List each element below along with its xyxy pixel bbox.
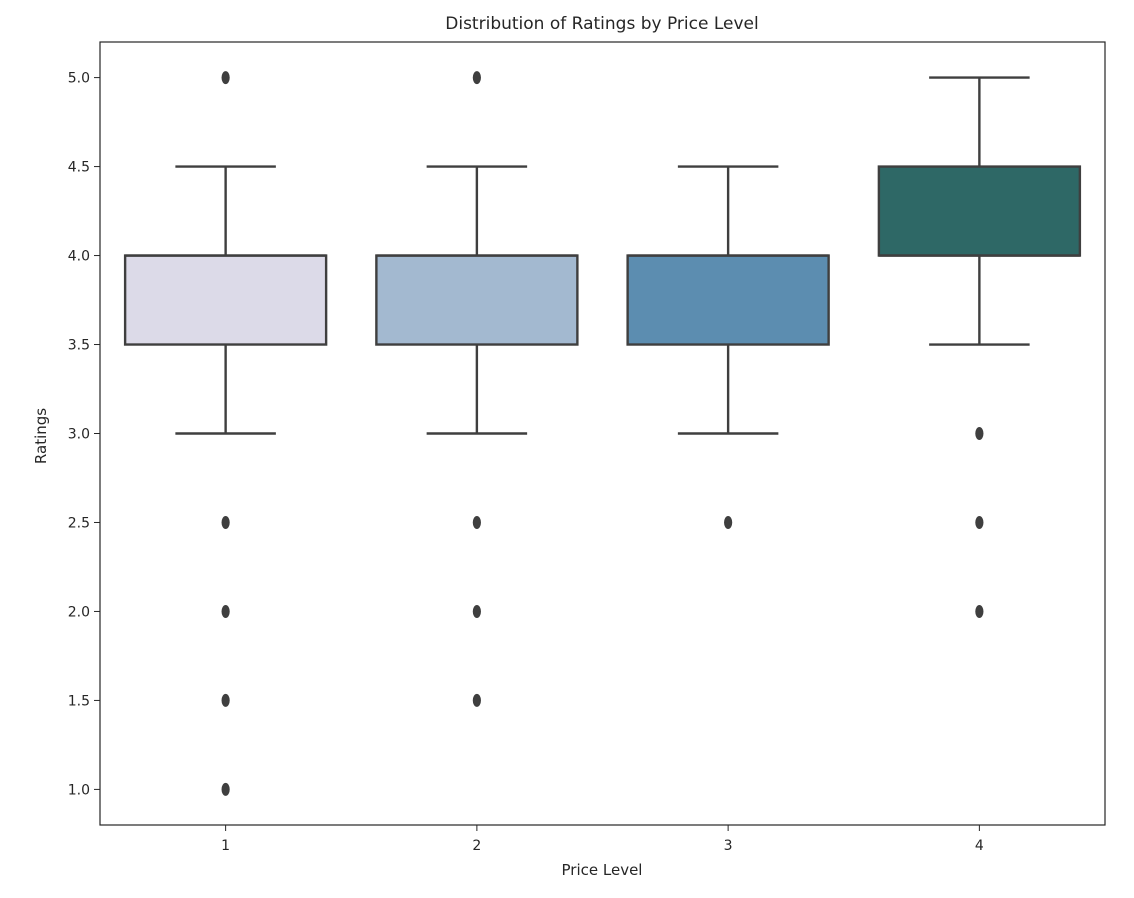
outlier-point <box>221 782 230 796</box>
outlier-point <box>221 71 230 85</box>
y-tick-label: 4.5 <box>68 160 90 176</box>
y-tick-label: 5.0 <box>68 71 90 87</box>
outlier-point <box>221 604 230 618</box>
box-iqr <box>375 254 579 346</box>
x-axis-title: Price Level <box>562 861 643 879</box>
y-tick-label: 1.5 <box>68 693 90 709</box>
box-group-4 <box>877 76 1082 618</box>
y-tick-label: 1.0 <box>68 782 90 798</box>
outlier-point <box>724 515 733 529</box>
x-tick-label: 2 <box>472 838 481 854</box>
box-group-2 <box>375 71 579 707</box>
box-iqr <box>877 165 1082 257</box>
outlier-point <box>221 515 230 529</box>
x-tick-label: 1 <box>221 838 230 854</box>
y-axis-title: Ratings <box>32 408 50 464</box>
box-iqr <box>626 254 830 346</box>
y-tick-label: 4.0 <box>68 249 90 265</box>
y-tick-label: 3.0 <box>68 427 90 443</box>
box-group-1 <box>123 71 328 796</box>
box-iqr <box>123 254 328 346</box>
plot-area <box>123 71 1082 796</box>
x-axis: 1 2 3 4 <box>221 825 984 854</box>
outlier-point <box>221 693 230 707</box>
outlier-point <box>472 604 481 618</box>
y-tick-label: 2.5 <box>68 515 90 531</box>
chart-title: Distribution of Ratings by Price Level <box>445 14 758 34</box>
y-tick-label: 2.0 <box>68 604 90 620</box>
x-tick-label: 3 <box>724 838 733 854</box>
outlier-point <box>472 71 481 85</box>
box-group-3 <box>626 165 830 529</box>
y-tick-label: 3.5 <box>68 338 90 354</box>
outlier-point <box>975 604 984 618</box>
x-tick-label: 4 <box>975 838 984 854</box>
outlier-point <box>975 427 984 440</box>
y-axis: 1.0 1.5 2.0 2.5 3.0 3.5 4.0 4.5 5.0 <box>68 71 100 798</box>
outlier-point <box>472 693 481 707</box>
outlier-point <box>975 515 984 529</box>
outlier-point <box>472 515 481 529</box>
